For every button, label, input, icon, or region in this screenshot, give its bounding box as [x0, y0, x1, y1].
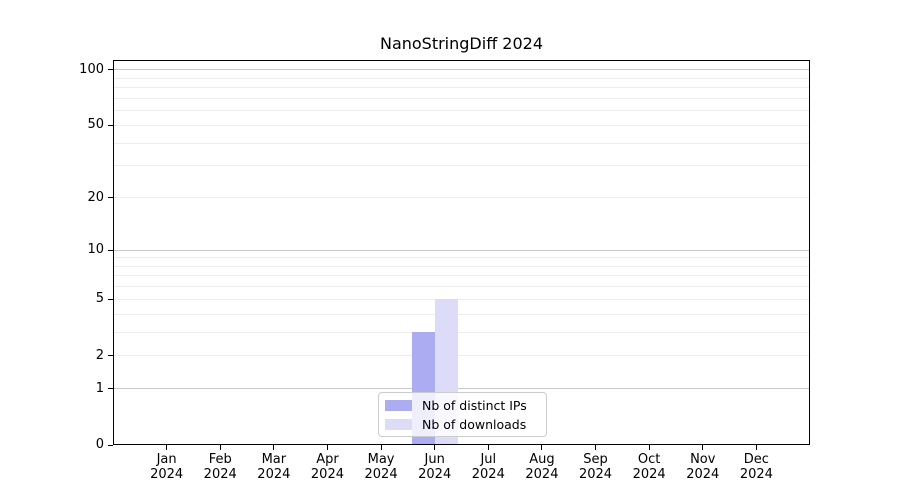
- x-tick-month: Jun: [424, 452, 445, 467]
- minor-gridline: [113, 165, 810, 167]
- x-tick-month: Dec: [743, 452, 769, 467]
- x-tick-month: Sep: [583, 452, 608, 467]
- y-tick: [108, 444, 113, 446]
- x-tick: [326, 445, 328, 450]
- minor-gridline: [113, 97, 810, 99]
- y-tick-label: 5: [95, 291, 104, 307]
- y-tick: [108, 388, 113, 390]
- minor-gridline: [113, 77, 810, 79]
- minor-gridline: [113, 286, 810, 288]
- x-tick: [595, 445, 597, 450]
- y-tick-label: 100: [79, 61, 104, 77]
- x-tick-label: May 2024: [349, 452, 413, 482]
- legend-label: Nb of distinct IPs: [422, 397, 527, 413]
- x-tick-year: 2024: [739, 467, 773, 482]
- x-tick-label: Dec 2024: [724, 452, 788, 482]
- x-tick-year: 2024: [525, 467, 559, 482]
- x-tick-month: Oct: [637, 452, 661, 467]
- x-tick: [487, 445, 489, 450]
- x-tick-month: Aug: [529, 452, 555, 467]
- x-tick-year: 2024: [203, 467, 237, 482]
- major-gridline: [113, 69, 810, 71]
- y-tick: [108, 69, 113, 71]
- x-tick-label: Apr 2024: [295, 452, 359, 482]
- minor-gridline: [113, 87, 810, 89]
- x-tick: [648, 445, 650, 450]
- y-tick-label: 20: [87, 189, 104, 205]
- x-tick-month: Jan: [156, 452, 177, 467]
- x-tick-label: Aug 2024: [510, 452, 574, 482]
- x-tick: [702, 445, 704, 450]
- y-tick: [108, 298, 113, 300]
- x-tick: [273, 445, 275, 450]
- x-tick-label: Jan 2024: [135, 452, 199, 482]
- major-gridline: [113, 249, 810, 251]
- y-tick-label: 1: [95, 380, 104, 396]
- x-tick: [380, 445, 382, 450]
- minor-gridline: [113, 313, 810, 315]
- x-tick-label: Feb 2024: [188, 452, 252, 482]
- y-tick-label: 0: [95, 437, 104, 452]
- x-tick-label: Jul 2024: [456, 452, 520, 482]
- x-tick-label: Mar 2024: [242, 452, 306, 482]
- minor-gridline: [113, 355, 810, 357]
- major-gridline: [113, 388, 810, 390]
- minor-gridline: [113, 110, 810, 112]
- minor-gridline: [113, 275, 810, 277]
- x-tick-month: Jul: [480, 452, 497, 467]
- x-tick: [166, 445, 168, 450]
- x-tick-label: Oct 2024: [617, 452, 681, 482]
- y-tick-label: 2: [95, 347, 104, 363]
- x-tick-label: Jun 2024: [403, 452, 467, 482]
- x-tick-year: 2024: [632, 467, 666, 482]
- y-tick-label: 50: [87, 117, 104, 133]
- y-tick: [108, 355, 113, 357]
- x-tick-label: Sep 2024: [564, 452, 628, 482]
- minor-gridline: [113, 265, 810, 267]
- x-tick: [755, 445, 757, 450]
- legend-entry: Nb of distinct IPs: [385, 398, 539, 413]
- x-tick: [541, 445, 543, 450]
- x-tick-year: 2024: [471, 467, 505, 482]
- x-tick-year: 2024: [364, 467, 398, 482]
- x-tick-month: Nov: [690, 452, 716, 467]
- minor-gridline: [113, 257, 810, 259]
- chart-title: NanoStringDiff 2024: [379, 34, 544, 53]
- y-tick: [108, 197, 113, 198]
- legend-label: Nb of downloads: [422, 416, 527, 432]
- legend-swatch: [385, 399, 412, 411]
- legend-entry: Nb of downloads: [385, 417, 539, 432]
- x-tick-year: 2024: [150, 467, 184, 482]
- minor-gridline: [113, 197, 810, 198]
- x-tick-year: 2024: [257, 467, 291, 482]
- x-tick-month: Apr: [316, 452, 339, 467]
- y-tick: [108, 124, 113, 126]
- x-tick-year: 2024: [310, 467, 344, 482]
- minor-gridline: [113, 298, 810, 300]
- x-tick-label: Nov 2024: [671, 452, 735, 482]
- minor-gridline: [113, 331, 810, 333]
- x-tick-year: 2024: [578, 467, 613, 482]
- x-tick-month: Feb: [208, 452, 232, 467]
- x-tick-month: May: [367, 452, 395, 467]
- legend-swatch: [385, 418, 412, 430]
- y-tick: [108, 249, 113, 251]
- minor-gridline: [113, 124, 810, 126]
- legend: Nb of distinct IPs Nb of downloads: [378, 392, 547, 437]
- x-tick-month: Mar: [261, 452, 287, 467]
- x-tick: [434, 445, 436, 450]
- y-tick-label: 10: [87, 242, 104, 258]
- x-tick: [219, 445, 221, 450]
- x-tick-year: 2024: [686, 467, 720, 482]
- x-tick-year: 2024: [418, 467, 452, 482]
- minor-gridline: [113, 142, 810, 144]
